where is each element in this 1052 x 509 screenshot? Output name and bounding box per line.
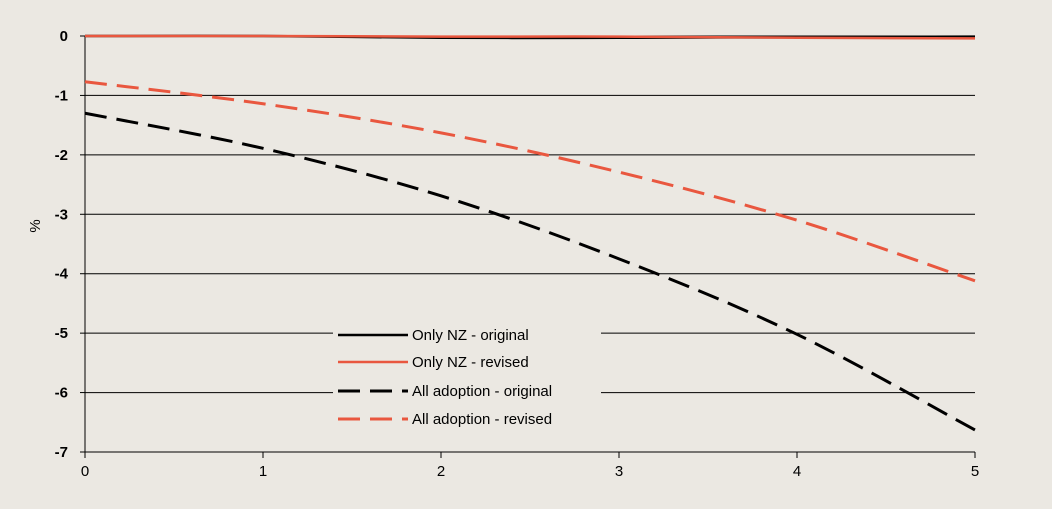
legend-entry: All adoption - original	[338, 383, 552, 400]
axes: 0 -1 -2 -3 -4 -5 -6 -7 0 1 2 3 4 5	[55, 28, 980, 480]
y-tick-label: -6	[55, 385, 68, 402]
legend-entry: All adoption - revised	[338, 411, 552, 428]
y-tick-label: -1	[55, 87, 68, 104]
x-tick-label: 1	[259, 463, 267, 480]
series-line-only-nz-revised	[84, 34, 976, 40]
legend-label: Only NZ - revised	[412, 354, 529, 371]
y-tick-label: -4	[55, 266, 69, 283]
y-tick-label: -2	[55, 147, 68, 164]
series-line-all-adoption-revised	[84, 80, 976, 283]
legend-label: All adoption - revised	[412, 411, 552, 428]
y-tick-label: -7	[55, 444, 68, 461]
x-tick-label: 3	[615, 463, 623, 480]
legend-box	[333, 321, 601, 431]
legend-label: Only NZ - original	[412, 327, 529, 344]
y-axis-label: %	[27, 219, 44, 232]
series-lines	[84, 34, 976, 432]
x-tick-label: 5	[971, 463, 979, 480]
x-tick-label: 2	[437, 463, 445, 480]
y-tick-label: -5	[55, 325, 68, 342]
legend: Only NZ - original Only NZ - revised All a…	[333, 321, 601, 431]
legend-entry: Only NZ - original	[338, 327, 529, 344]
x-tick-label: 0	[81, 463, 89, 480]
y-tick-label: 0	[60, 28, 68, 45]
legend-label: All adoption - original	[412, 383, 552, 400]
y-tick-label: -3	[55, 206, 68, 223]
legend-entry: Only NZ - revised	[338, 354, 529, 371]
series-line-all-adoption-original	[84, 111, 976, 432]
x-tick-label: 4	[793, 463, 801, 480]
